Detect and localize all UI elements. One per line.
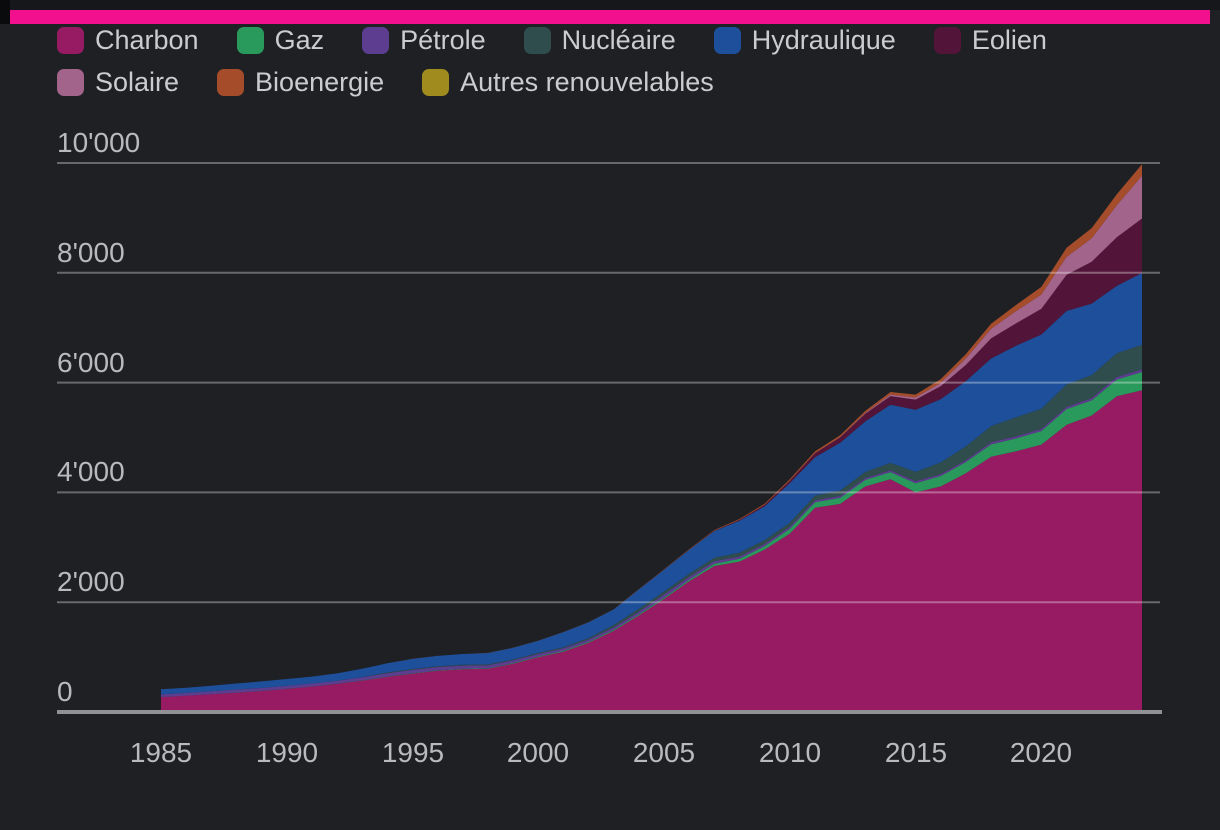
legend-label: Pétrole xyxy=(400,25,486,55)
legend-label: Gaz xyxy=(274,25,325,55)
x-tick-label-2000: 2000 xyxy=(506,737,570,768)
legend-label: Solaire xyxy=(95,67,180,97)
legend-item-gaz[interactable]: Gaz xyxy=(236,25,325,55)
x-tick-label-1990: 1990 xyxy=(255,737,319,768)
legend-item-autres-renouvelables[interactable]: Autres renouvelables xyxy=(422,68,714,97)
chart-legend: Charbon Gaz Pétrole Nucléaire Hydraulique Eol… xyxy=(57,26,1117,97)
x-tick-label-2010: 2010 xyxy=(758,737,822,768)
accent-bar xyxy=(10,10,1210,24)
legend-label: Eolien xyxy=(971,25,1047,55)
legend-item-nucleaire[interactable]: Nucléaire xyxy=(523,25,676,55)
legend-swatch-icon xyxy=(236,27,264,54)
legend-label: Autres renouvelables xyxy=(460,67,714,97)
y-tick-label-4000: 4'000 xyxy=(57,456,125,488)
x-tick-label-2005: 2005 xyxy=(632,737,696,768)
x-tick-label-2020: 2020 xyxy=(1009,737,1073,768)
x-tick-label-1995: 1995 xyxy=(381,737,445,768)
top-strip xyxy=(0,0,1220,10)
legend-item-eolien[interactable]: Eolien xyxy=(933,25,1047,55)
legend-swatch-icon xyxy=(57,69,84,96)
legend-item-petrole[interactable]: Pétrole xyxy=(362,26,486,55)
legend-item-charbon[interactable]: Charbon xyxy=(57,26,199,55)
legend-label: Bioenergie xyxy=(255,67,385,97)
legend-label: Nucléaire xyxy=(561,25,676,55)
legend-swatch-icon xyxy=(933,27,961,54)
legend-item-bioenergie[interactable]: Bioenergie xyxy=(217,68,384,97)
legend-swatch-icon xyxy=(523,27,551,54)
y-tick-label-2000: 2'000 xyxy=(57,566,125,598)
legend-item-solaire[interactable]: Solaire xyxy=(57,68,179,97)
corner-block xyxy=(0,0,10,24)
legend-swatch-icon xyxy=(362,27,390,54)
y-tick-label-0: 0 xyxy=(57,676,73,707)
y-tick-label-6000: 6'000 xyxy=(57,346,125,378)
legend-item-hydraulique[interactable]: Hydraulique xyxy=(713,25,896,55)
x-tick-label-1985: 1985 xyxy=(129,737,193,768)
legend-swatch-icon xyxy=(713,27,741,54)
y-tick-label-8000: 8'000 xyxy=(57,236,125,268)
area-charbon[interactable] xyxy=(161,390,1142,712)
legend-swatch-icon xyxy=(217,69,245,96)
legend-swatch-icon xyxy=(57,27,84,54)
legend-swatch-icon xyxy=(422,69,450,96)
y-tick-label-10000: 10'000 xyxy=(57,127,141,158)
legend-label: Hydraulique xyxy=(751,25,896,55)
legend-label: Charbon xyxy=(95,25,199,55)
x-tick-label-2015: 2015 xyxy=(884,737,948,768)
